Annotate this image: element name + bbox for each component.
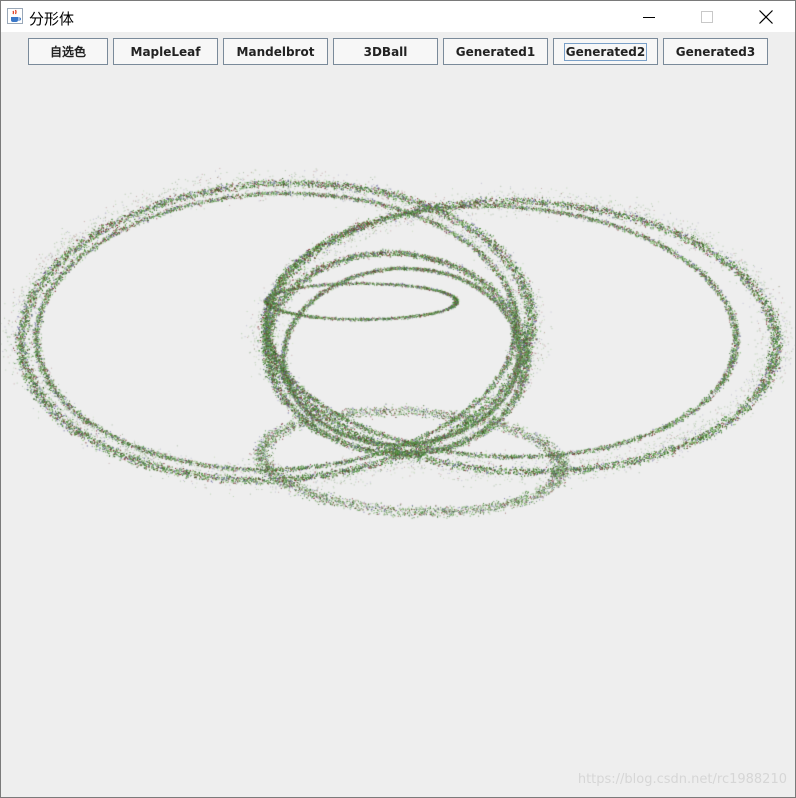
button-label: Mandelbrot: [236, 44, 315, 59]
maximize-icon: [701, 10, 713, 23]
button-label: MapleLeaf: [130, 44, 201, 59]
maple-leaf-button[interactable]: MapleLeaf: [113, 38, 218, 65]
generated2-button[interactable]: Generated2: [553, 38, 658, 65]
generated3-button[interactable]: Generated3: [663, 38, 768, 65]
close-icon: [759, 9, 773, 24]
title-bar[interactable]: 分形体: [1, 1, 795, 32]
custom-color-button[interactable]: 自选色: [28, 38, 108, 65]
maximize-button[interactable]: [678, 1, 736, 32]
fractal-canvas[interactable]: [1, 73, 795, 797]
button-label: Generated1: [455, 44, 536, 59]
watermark: https://blog.csdn.net/rc1988210: [577, 772, 787, 787]
close-button[interactable]: [737, 1, 795, 32]
generated1-button[interactable]: Generated1: [443, 38, 548, 65]
mandelbrot-button[interactable]: Mandelbrot: [223, 38, 328, 65]
button-label: 自选色: [49, 45, 86, 59]
minimize-icon: [643, 16, 655, 18]
java-coffee-cup-icon[interactable]: [7, 8, 23, 24]
minimize-button[interactable]: [620, 1, 678, 32]
3d-ball-button[interactable]: 3DBall: [333, 38, 438, 65]
window-title: 分形体: [29, 10, 75, 28]
button-label: 3DBall: [363, 44, 408, 59]
button-label: Generated3: [675, 44, 756, 59]
fractal-toolbar: 自选色 MapleLeaf Mandelbrot 3DBall Generate…: [1, 32, 795, 72]
button-label: Generated2: [563, 42, 648, 61]
